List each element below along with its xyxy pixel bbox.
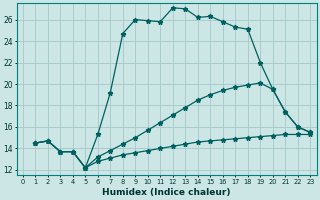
X-axis label: Humidex (Indice chaleur): Humidex (Indice chaleur) [102,188,231,197]
